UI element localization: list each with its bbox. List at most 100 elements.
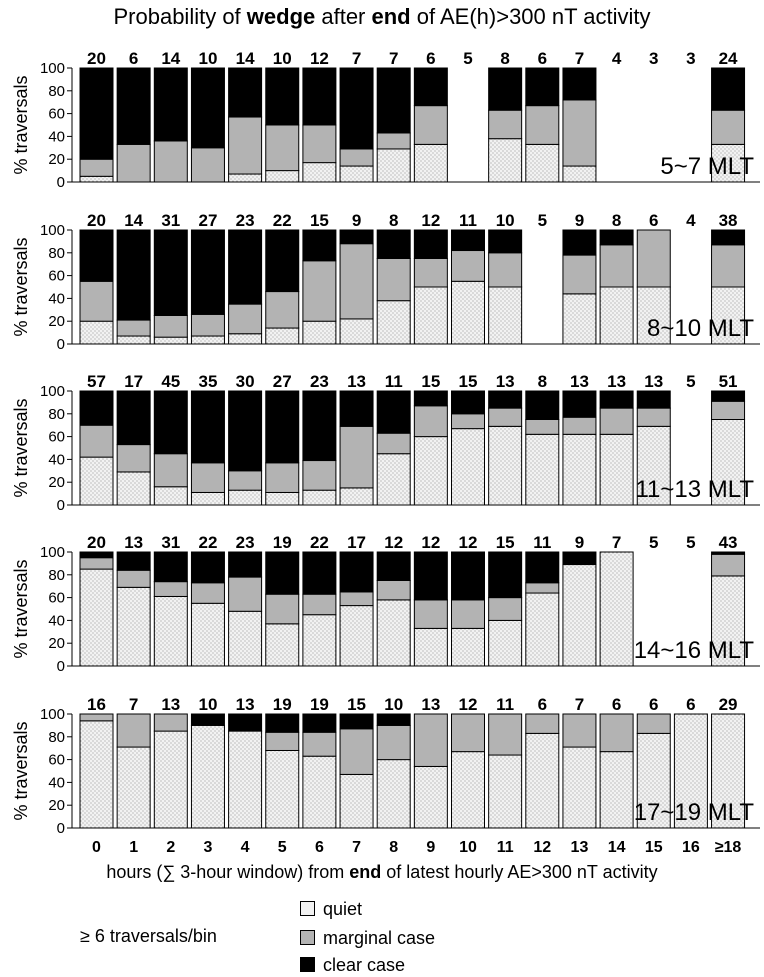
bar-quiet (79, 720, 114, 829)
bar-marginal (116, 319, 151, 337)
bar-marginal (339, 425, 374, 489)
bar-marginal (525, 105, 560, 145)
bar-marginal (228, 303, 263, 335)
bar-quiet (190, 491, 225, 506)
count-label: 13 (236, 695, 255, 714)
y-tick-label: 100 (40, 222, 65, 239)
count-label: 51 (719, 372, 738, 391)
bar-marginal (190, 313, 225, 337)
chart-title: Probability of wedge after end of AE(h)>… (113, 4, 651, 29)
bar-marginal (228, 470, 263, 491)
bar-marginal (302, 260, 337, 322)
y-tick-label: 0 (57, 820, 65, 837)
y-tick-label: 60 (48, 268, 65, 285)
bar-clear (451, 390, 485, 415)
count-label: 31 (161, 211, 180, 230)
bar-marginal (153, 713, 188, 732)
count-label: 12 (310, 49, 329, 68)
bar-quiet (413, 143, 448, 183)
bar-clear (525, 67, 560, 107)
bar-marginal (79, 713, 114, 722)
y-tick-label: 80 (48, 729, 65, 746)
bar-marginal (116, 143, 151, 183)
y-tick-label: 100 (40, 706, 65, 723)
bar-quiet (302, 320, 337, 345)
y-tick-label: 40 (48, 774, 65, 791)
bar-quiet (711, 286, 746, 345)
count-label: 15 (347, 695, 366, 714)
bar-marginal (562, 713, 597, 748)
count-label: 35 (198, 372, 217, 391)
bar-clear (488, 390, 523, 409)
count-label: 9 (352, 211, 361, 230)
bar-marginal (265, 593, 300, 625)
count-label: 10 (384, 695, 403, 714)
bar-marginal (116, 713, 151, 748)
x-tick-label: 5 (278, 839, 287, 856)
bar-marginal (376, 724, 411, 761)
bar-clear (376, 551, 411, 581)
bar-quiet (339, 487, 374, 506)
bar-quiet (525, 732, 560, 829)
count-label: 11 (533, 533, 551, 552)
panel-label: 5~7 MLT (660, 153, 754, 180)
bar-marginal (488, 109, 523, 140)
y-tick-label: 80 (48, 567, 65, 584)
y-tick-label: 40 (48, 128, 65, 145)
bar-clear (488, 551, 523, 599)
count-label: 29 (719, 695, 738, 714)
count-label: 6 (649, 695, 658, 714)
count-label: 6 (612, 695, 621, 714)
bar-clear (302, 713, 337, 733)
bar-clear (79, 551, 114, 559)
bar-marginal (228, 576, 263, 612)
bar-clear (116, 229, 151, 321)
count-label: 15 (310, 211, 329, 230)
bar-clear (190, 551, 225, 584)
bar-quiet (228, 730, 263, 829)
count-label: 22 (198, 533, 217, 552)
bar-clear (488, 67, 523, 111)
x-tick-label: 2 (166, 839, 175, 856)
bar-marginal (413, 258, 448, 288)
bar-quiet (265, 170, 300, 183)
bar-quiet (339, 605, 374, 667)
x-tick-label: 4 (241, 839, 250, 856)
count-label: 5 (649, 533, 658, 552)
bar-clear (190, 713, 225, 726)
count-label: 20 (87, 533, 106, 552)
count-label: 22 (310, 533, 329, 552)
bar-marginal (190, 462, 225, 493)
bar-clear (451, 229, 485, 252)
legend-label-quiet: quiet (323, 899, 363, 919)
bar-clear (711, 390, 746, 402)
bar-marginal (302, 593, 337, 616)
bar-clear (711, 67, 746, 111)
count-label: 23 (310, 372, 329, 391)
bar-quiet (302, 755, 337, 829)
count-label: 22 (273, 211, 292, 230)
count-label: 4 (686, 211, 696, 230)
bar-marginal (79, 557, 114, 570)
bar-clear (599, 390, 634, 409)
y-tick-label: 100 (40, 383, 65, 400)
bar-clear (376, 67, 411, 134)
y-tick-label: 20 (48, 313, 65, 330)
bar-marginal (413, 713, 448, 767)
bar-quiet (339, 318, 374, 345)
y-tick-label: 60 (48, 752, 65, 769)
panel-label: 8~10 MLT (647, 315, 754, 342)
bar-marginal (116, 569, 151, 588)
bar-marginal (451, 250, 485, 282)
bar-quiet (228, 489, 263, 506)
bar-clear (413, 67, 448, 107)
bar-quiet (525, 592, 560, 667)
y-tick-label: 20 (48, 474, 65, 491)
bar-marginal (190, 147, 225, 183)
bar-clear (153, 551, 188, 583)
bar-marginal (525, 582, 560, 594)
y-tick-label: 0 (57, 336, 65, 353)
bar-marginal (339, 591, 374, 607)
count-label: 12 (384, 533, 403, 552)
bar-marginal (636, 407, 671, 427)
